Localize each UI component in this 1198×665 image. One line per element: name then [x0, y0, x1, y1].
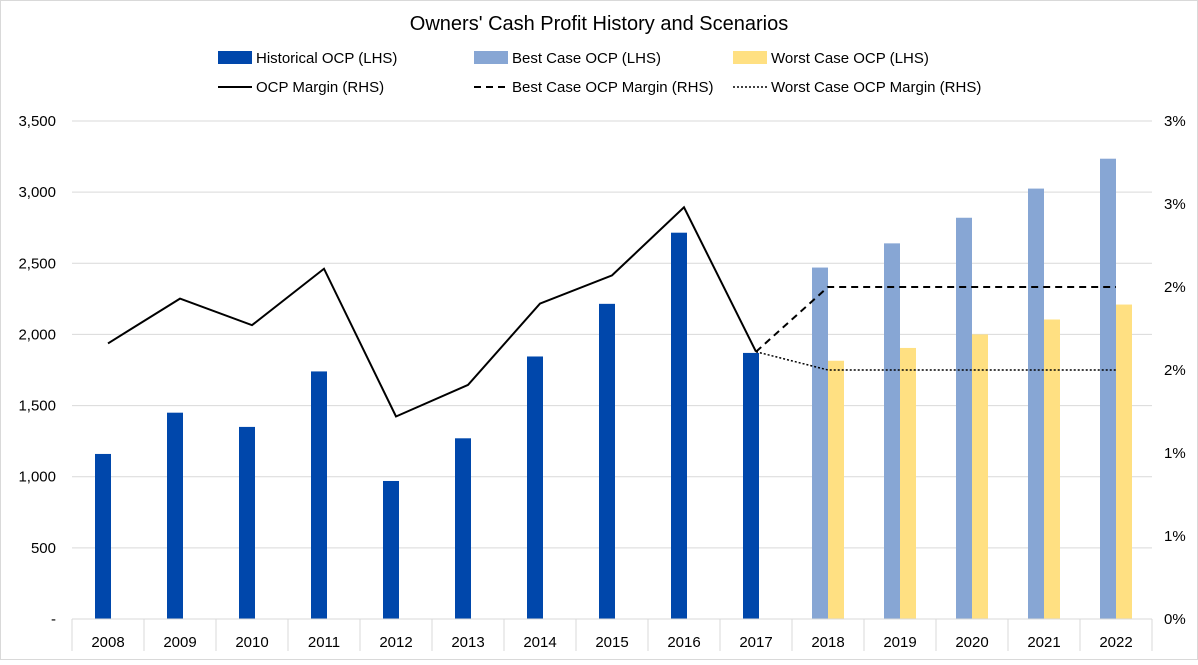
legend-label: Best Case OCP Margin (RHS) — [512, 79, 713, 96]
bar-best-case-ocp-lhs — [1028, 188, 1044, 620]
y-right-tick-label: 1% — [1164, 445, 1186, 462]
legend-swatch — [474, 51, 508, 64]
bar-worst-case-ocp-lhs — [900, 347, 916, 619]
x-tick-label: 2010 — [235, 634, 268, 651]
y-left-tick-label: 1,000 — [18, 469, 56, 486]
bar-historical-ocp-lhs — [383, 480, 399, 619]
y-left-tick-label: 1,500 — [18, 398, 56, 415]
y-left-tick-label: 2,000 — [18, 326, 56, 343]
bar-historical-ocp-lhs — [311, 371, 327, 619]
bar-worst-case-ocp-lhs — [972, 334, 988, 619]
line-best-case-ocp-margin-rhs — [755, 286, 1116, 353]
x-tick-label: 2018 — [811, 634, 844, 651]
y-right-tick-label: 3% — [1164, 196, 1186, 213]
bar-historical-ocp-lhs — [527, 356, 543, 619]
y-left-tick-label: 500 — [31, 540, 56, 557]
x-tick-label: 2009 — [163, 634, 196, 651]
x-tick-label: 2021 — [1027, 634, 1060, 651]
bar-best-case-ocp-lhs — [812, 267, 828, 619]
bar-historical-ocp-lhs — [743, 352, 759, 619]
bar-historical-ocp-lhs — [239, 426, 255, 619]
legend-label: Worst Case OCP Margin (RHS) — [771, 79, 981, 96]
bar-historical-ocp-lhs — [167, 412, 183, 619]
x-tick-label: 2011 — [308, 634, 340, 651]
lines — [107, 205, 1116, 418]
line-worst-case-ocp-margin-rhs — [755, 351, 1116, 371]
bar-worst-case-ocp-lhs — [1044, 319, 1060, 619]
line-ocp-margin-rhs — [107, 205, 757, 418]
bar-best-case-ocp-lhs — [1100, 158, 1116, 619]
legend-label: Worst Case OCP (LHS) — [771, 50, 929, 67]
legend-swatch — [218, 51, 252, 64]
x-tick-label: 2014 — [523, 634, 556, 651]
legend-label: Historical OCP (LHS) — [256, 50, 397, 67]
y-right-tick-label: 1% — [1164, 528, 1186, 545]
y-right-tick-label: 2% — [1164, 362, 1186, 379]
legend-label: OCP Margin (RHS) — [256, 79, 384, 96]
legend: Historical OCP (LHS) Best Case OCP (LHS) W… — [218, 50, 981, 96]
y-left-tick-label: 3,000 — [18, 184, 56, 201]
axes: - 500 1,000 1,500 2,000 2,500 3,000 3,500 0% 1% 1%… — [18, 113, 1186, 651]
y-left-tick-label: 3,500 — [18, 113, 56, 130]
x-tick-label: 2017 — [739, 634, 772, 651]
x-tick-label: 2013 — [451, 634, 484, 651]
bar-worst-case-ocp-lhs — [828, 360, 844, 619]
y-right-tick-label: 2% — [1164, 279, 1186, 296]
x-tick-label: 2015 — [595, 634, 628, 651]
y-right-tick-label: 3% — [1164, 113, 1186, 130]
y-left-tick-label: 2,500 — [18, 255, 56, 272]
x-tick-label: 2012 — [379, 634, 412, 651]
bar-best-case-ocp-lhs — [884, 243, 900, 619]
bars — [95, 158, 1132, 620]
bar-historical-ocp-lhs — [599, 303, 615, 619]
bar-historical-ocp-lhs — [95, 453, 111, 619]
chart-title: Owners' Cash Profit History and Scenario… — [410, 13, 788, 35]
x-tick-label: 2019 — [883, 634, 916, 651]
x-tick-label: 2020 — [955, 634, 988, 651]
x-tick-label: 2008 — [91, 634, 124, 651]
legend-swatch — [733, 51, 767, 64]
x-tick-label: 2022 — [1099, 634, 1132, 651]
bar-historical-ocp-lhs — [455, 438, 471, 619]
legend-label: Best Case OCP (LHS) — [512, 50, 661, 67]
y-right-tick-label: 0% — [1164, 611, 1186, 628]
y-left-tick-label: - — [51, 611, 56, 628]
bar-worst-case-ocp-lhs — [1116, 304, 1132, 619]
bar-historical-ocp-lhs — [671, 232, 687, 620]
bar-best-case-ocp-lhs — [956, 217, 972, 620]
x-tick-label: 2016 — [667, 634, 700, 651]
